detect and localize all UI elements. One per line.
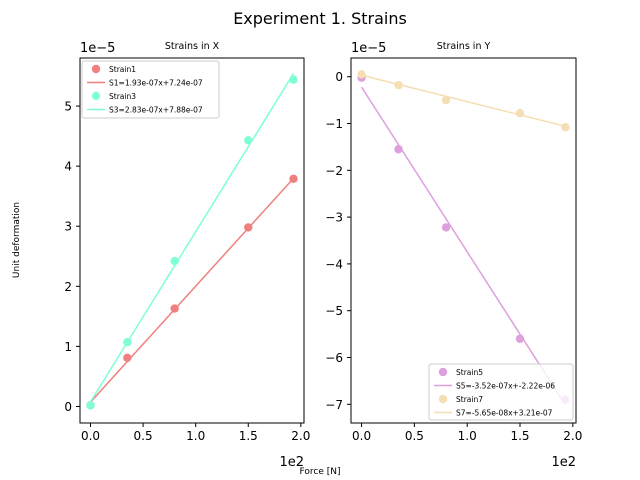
x-tick-label: 1.0: [186, 429, 205, 443]
strains-x-panel: Strains in X 0.0 0.5 1.0 1.5 2.0 0 1 2 3 4 5 1e−5 1e2…: [64, 41, 310, 470]
x-offset-label: 1e2: [551, 455, 576, 470]
plot-data: [86, 73, 298, 410]
y-tick-label: 4: [64, 160, 72, 174]
y-tick-label: 5: [64, 100, 72, 114]
plot-frame: [350, 57, 577, 424]
y-tick-label: −4: [325, 257, 343, 271]
legend-marker: [91, 91, 101, 101]
y-offset-label: 1e−5: [80, 41, 115, 56]
y-tick-label: 0: [335, 70, 343, 84]
data-point-strain7: [394, 80, 403, 90]
plot-data: [357, 70, 570, 406]
y-tick-label: −2: [325, 164, 343, 178]
y-axis-label: Unit deformation: [12, 202, 22, 278]
legend: Strain5 S5=-3.52e-07x+-2.22e-06 Strain7 S7=…: [428, 363, 574, 421]
y-tick-label: −1: [325, 117, 343, 131]
legend-marker: [91, 64, 101, 74]
data-point-strain1: [123, 353, 132, 363]
legend: Strain1 S1=1.93e-07x+7.24e-07 Strain3 S3=2.…: [81, 60, 220, 119]
data-point-strain5: [394, 145, 403, 154]
data-point-strain1: [170, 304, 179, 313]
legend-entry-label: S3=2.83e-07x+7.88e-07: [109, 106, 203, 115]
data-point-strain3: [170, 256, 179, 266]
plot-frame: [79, 57, 305, 424]
legend-entry-label: Strain7: [456, 395, 483, 404]
y-offset-label: 1e−5: [351, 41, 386, 56]
legend-entry-label: S1=1.93e-07x+7.24e-07: [109, 79, 203, 88]
legend-entry-label: S5=-3.52e-07x+-2.22e-06: [456, 382, 555, 391]
x-offset-label: 1e2: [279, 455, 304, 470]
x-tick-label: 1.5: [239, 429, 258, 443]
y-tick-label: 3: [64, 220, 72, 234]
legend-marker: [438, 367, 448, 377]
data-point-strain1: [289, 174, 298, 183]
y-tick-label: −6: [325, 351, 343, 365]
y-tick-label: 2: [64, 280, 72, 294]
legend-entry-label: Strain3: [109, 92, 136, 101]
strains-y-panel: Strains in Y 0.0 0.5 1.0 1.5 2.0 0 −1 −2 −3 −4 −5 −6…: [325, 41, 582, 470]
x-axis-label: Force [N]: [300, 467, 341, 477]
x-tick-label: 0.0: [352, 429, 371, 443]
data-point-strain3: [123, 337, 132, 347]
x-tick-label: 2.0: [563, 429, 582, 443]
fit-line-strain3: [89, 73, 295, 403]
data-point-strain7: [441, 95, 451, 105]
data-point-strain1: [244, 223, 253, 232]
fit-line-strain7: [361, 74, 566, 127]
x-tick-label: 1.5: [510, 429, 529, 443]
legend-frame: [81, 60, 220, 119]
x-tick-label: 0.5: [134, 429, 153, 443]
legend-entry-label: S7=-5.65e-08x+3.21e-07: [456, 409, 553, 418]
x-tick-label: 0.5: [405, 429, 424, 443]
x-tick-label: 2.0: [291, 429, 310, 443]
legend-frame: [428, 363, 574, 421]
data-point-strain7: [357, 70, 366, 79]
y-tick-label: −3: [325, 211, 343, 225]
x-tick-label: 0.0: [81, 429, 100, 443]
data-point-strain3: [289, 75, 298, 84]
y-tick-label: 0: [64, 400, 72, 414]
y-tick-label: −7: [325, 398, 343, 412]
subplot-title: Strains in X: [165, 41, 220, 52]
data-point-strain3: [86, 401, 95, 410]
fit-line-strain5: [360, 86, 567, 406]
figure-title: Experiment 1. Strains: [233, 9, 407, 28]
y-tick-label: 1: [64, 340, 72, 354]
fit-line-strain1: [89, 177, 295, 403]
legend-entry-label: Strain5: [456, 368, 483, 377]
data-point-strain5: [441, 223, 451, 232]
data-point-strain3: [244, 136, 253, 145]
data-point-strain5: [515, 334, 525, 343]
x-tick-label: 1.0: [458, 429, 477, 443]
legend-entry-label: Strain1: [109, 65, 136, 74]
data-point-strain7: [561, 123, 570, 132]
subplot-title: Strains in Y: [437, 41, 491, 52]
legend-marker: [438, 394, 448, 404]
data-point-strain7: [515, 109, 525, 118]
y-tick-label: −5: [325, 304, 343, 318]
